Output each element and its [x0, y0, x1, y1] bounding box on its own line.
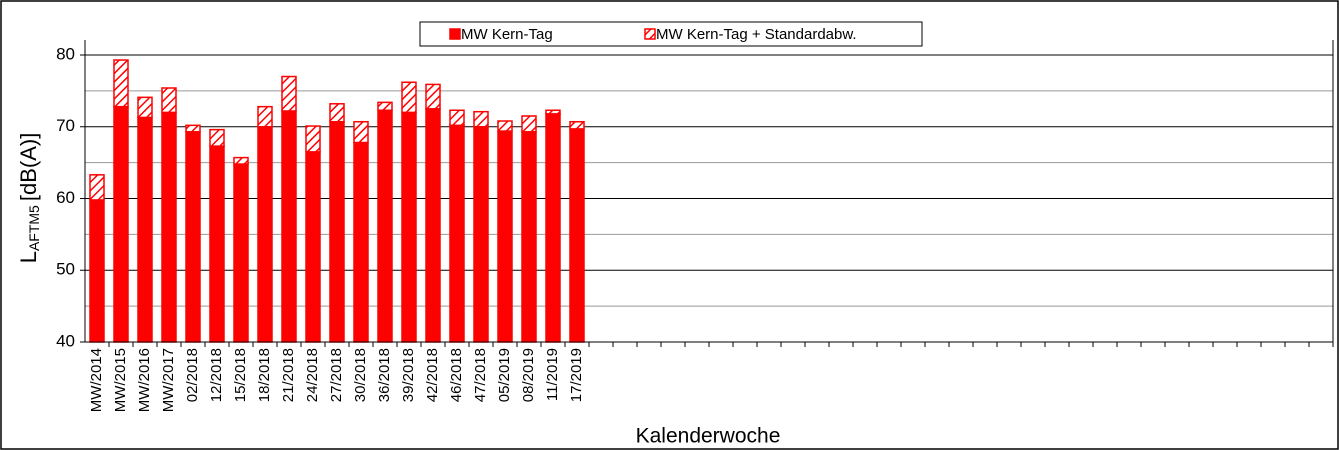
bar-segment	[257, 105, 273, 128]
bar-segment	[545, 113, 561, 343]
bar-segment	[449, 124, 465, 343]
x-tick-label: 46/2018	[448, 348, 465, 402]
bar-segment	[257, 126, 273, 343]
x-tick-label: 05/2019	[496, 348, 513, 402]
bar-segment	[209, 145, 225, 343]
x-tick-label: MW/2016	[136, 348, 153, 412]
x-tick-label: 08/2019	[520, 348, 537, 402]
bar-segment	[185, 131, 201, 343]
y-tick-label: 80	[56, 44, 75, 63]
bar-segment	[425, 83, 441, 110]
x-tick-label: 02/2018	[184, 348, 201, 402]
x-axis-title: Kalenderwoche	[636, 425, 781, 448]
bar-segment	[401, 111, 417, 343]
bar-segment	[545, 109, 561, 115]
bar-segment	[425, 108, 441, 343]
bar-segment	[233, 156, 249, 165]
x-tick-label: 36/2018	[376, 348, 393, 402]
bar-segment	[497, 130, 513, 343]
y-axis-title-unit: [dB(A)]	[16, 133, 41, 201]
x-tick-label: MW/2014	[88, 348, 105, 412]
x-tick-label: 21/2018	[280, 348, 297, 402]
y-tick-label: 70	[56, 116, 75, 135]
x-tick-label: 18/2018	[256, 348, 273, 402]
bar-segment	[113, 105, 129, 343]
y-axis-title: LAFTM5 [dB(A)]	[16, 133, 42, 264]
y-tick-label: 60	[56, 188, 75, 207]
bar-segment	[329, 120, 345, 343]
bar-segment	[161, 87, 177, 114]
x-tick-label: MW/2015	[112, 348, 129, 412]
bar-segment	[305, 125, 321, 153]
bar-segment	[473, 110, 489, 128]
bar-segment	[281, 110, 297, 343]
bar-segment	[353, 120, 369, 144]
y-axis-title-main: L	[16, 251, 41, 263]
x-tick-label: 30/2018	[352, 348, 369, 402]
x-tick-label: 24/2018	[304, 348, 321, 402]
y-axis-title-sub: AFTM5	[26, 205, 42, 251]
bar-segment	[233, 163, 249, 343]
bar-segment	[377, 101, 393, 111]
x-tick-label: 27/2018	[328, 348, 345, 402]
bar-segment	[401, 81, 417, 114]
bar-segment	[113, 59, 129, 108]
bar-segment	[137, 116, 153, 343]
bar-segment	[281, 75, 297, 112]
x-tick-label: 12/2018	[208, 348, 225, 402]
legend-swatch	[644, 28, 656, 40]
x-tick-label: 17/2019	[568, 348, 585, 402]
bar-segment	[329, 103, 345, 123]
bar-segment	[185, 124, 201, 133]
x-tick-label: 11/2019	[544, 348, 561, 401]
y-tick-label: 50	[56, 260, 75, 279]
bar-segment	[353, 141, 369, 343]
x-tick-label: 15/2018	[232, 348, 249, 402]
bar-segment	[305, 151, 321, 343]
legend-swatch	[449, 28, 461, 40]
bar-segment	[89, 199, 105, 343]
bar-segment	[521, 115, 537, 133]
bar-segment	[569, 120, 585, 130]
bar-segment	[569, 128, 585, 343]
y-tick-label: 40	[56, 331, 75, 350]
bar-segment	[449, 109, 465, 127]
x-tick-label: MW/2017	[160, 348, 177, 412]
bar-segment	[521, 131, 537, 343]
bar-segment	[209, 128, 225, 147]
bar-segment	[89, 174, 105, 201]
x-tick-label: 42/2018	[424, 348, 441, 402]
x-tick-label: 39/2018	[400, 348, 417, 402]
bar-segment	[497, 120, 513, 132]
bar-segment	[473, 126, 489, 343]
legend-label: MW Kern-Tag + Standardabw.	[656, 26, 857, 43]
legend: MW Kern-Tag MW Kern-Tag + Standardabw.	[419, 21, 923, 47]
bar-segment	[377, 109, 393, 343]
x-tick-label: 47/2018	[472, 348, 489, 402]
legend-label: MW Kern-Tag	[461, 26, 553, 43]
bar-segment	[137, 96, 153, 119]
legend-box	[419, 21, 923, 47]
bar-segment	[161, 111, 177, 343]
